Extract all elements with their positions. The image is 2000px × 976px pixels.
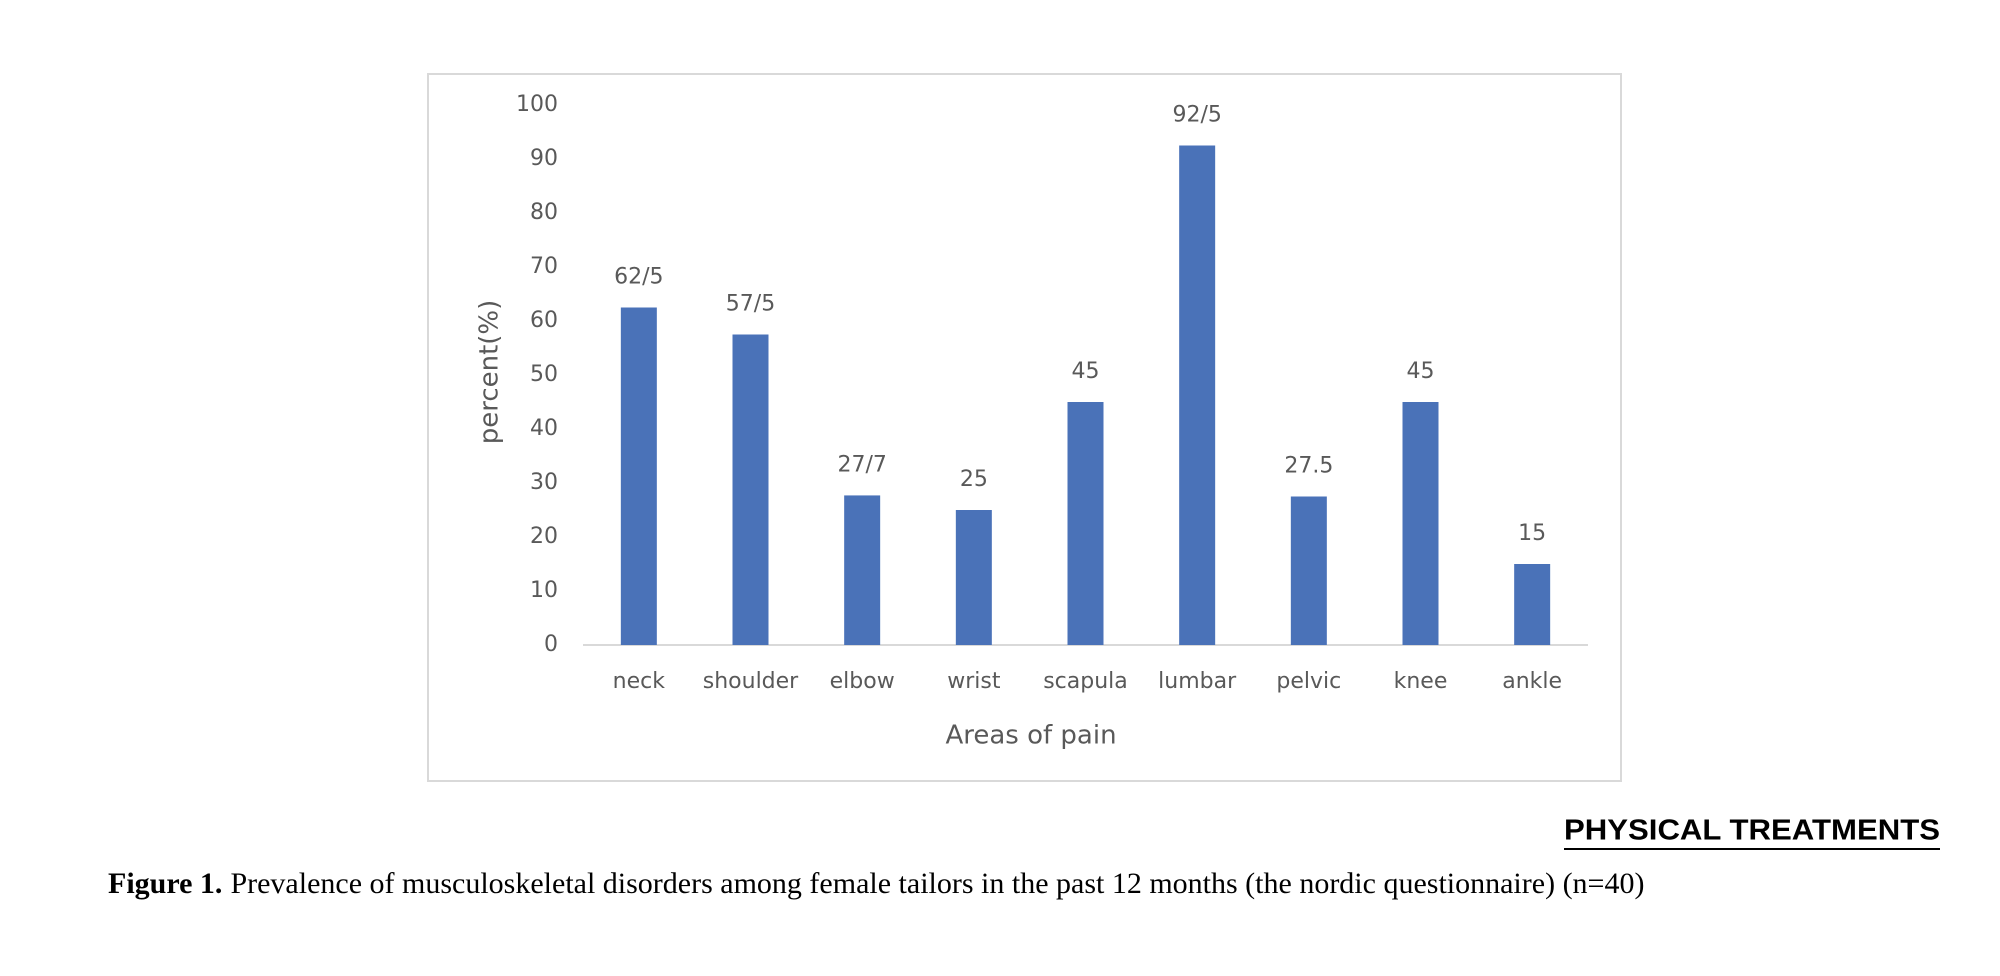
caption-label: Figure 1. [108, 867, 222, 900]
bar [620, 307, 657, 645]
logo: PHYSICAL TREATMENTS [1564, 815, 1940, 847]
data-label: 45 [1407, 359, 1435, 384]
bar [1402, 402, 1439, 645]
x-tick-label: wrist [947, 669, 1001, 694]
y-tick-label: 10 [530, 578, 558, 603]
y-tick-label: 0 [544, 632, 558, 657]
bar [1290, 496, 1327, 645]
x-tick-label: neck [613, 669, 666, 694]
x-axis-title: Areas of pain [945, 721, 1116, 751]
bar [1514, 564, 1551, 645]
x-tick-label: elbow [830, 669, 895, 694]
data-label: 15 [1518, 521, 1546, 546]
caption: Figure 1. Prevalence of musculoskeletal d… [108, 867, 1644, 900]
y-tick-label: 80 [530, 200, 558, 225]
data-label: 57/5 [726, 292, 775, 317]
y-tick-label: 90 [530, 146, 558, 171]
data-label: 27/7 [837, 452, 886, 477]
data-label: 92/5 [1172, 103, 1221, 128]
x-tick-label: pelvic [1276, 669, 1341, 694]
bar [1179, 145, 1216, 645]
data-label: 27.5 [1284, 454, 1333, 479]
y-tick-label: 30 [530, 470, 558, 495]
data-label: 25 [960, 467, 988, 492]
y-tick-label: 70 [530, 254, 558, 279]
x-tick-label: knee [1394, 669, 1448, 694]
y-tick-label: 20 [530, 524, 558, 549]
bar [955, 510, 992, 645]
y-tick-label: 50 [530, 362, 558, 387]
y-tick-label: 40 [530, 416, 558, 441]
y-tick-label: 60 [530, 308, 558, 333]
bar [844, 495, 881, 645]
y-tick-label: 100 [516, 92, 558, 117]
x-tick-label: lumbar [1158, 669, 1237, 694]
bar [732, 334, 769, 645]
data-label: 45 [1072, 359, 1100, 384]
x-tick-label: ankle [1502, 669, 1562, 694]
caption-text: Prevalence of musculoskeletal disorders … [230, 867, 1644, 900]
y-axis-title: percent(%) [475, 300, 505, 445]
data-label: 62/5 [614, 265, 663, 290]
x-tick-label: shoulder [703, 669, 799, 694]
x-tick-label: scapula [1043, 669, 1128, 694]
bar [1067, 402, 1104, 645]
